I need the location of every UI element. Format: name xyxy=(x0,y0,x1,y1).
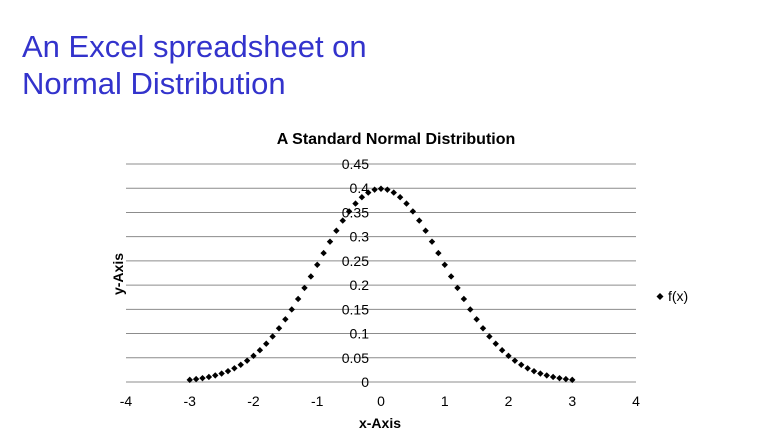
y-tick-label-7: 0.35 xyxy=(342,204,369,220)
data-point xyxy=(454,284,461,292)
data-point xyxy=(537,370,544,377)
data-point xyxy=(282,316,289,323)
data-point xyxy=(403,200,410,207)
data-point xyxy=(377,185,385,192)
data-point xyxy=(371,186,378,193)
data-point xyxy=(199,374,206,382)
data-point xyxy=(467,306,474,313)
data-point xyxy=(307,273,315,280)
data-point xyxy=(428,238,436,245)
data-point xyxy=(365,189,372,196)
data-point xyxy=(562,375,570,383)
data-point xyxy=(416,217,423,224)
data-point xyxy=(237,361,244,369)
data-point xyxy=(384,186,391,193)
x-tick-labels: -4 -3 -2 -1 0 1 2 3 4 xyxy=(120,393,640,409)
data-point xyxy=(326,238,334,245)
data-series-fx xyxy=(186,185,576,384)
data-point xyxy=(518,361,525,369)
data-point xyxy=(460,295,468,303)
x-tick-label-4: 0 xyxy=(377,393,385,409)
data-point xyxy=(492,340,499,347)
x-tick-label-1: -3 xyxy=(184,393,197,409)
data-point xyxy=(205,373,213,381)
legend-marker-fx xyxy=(656,293,664,300)
data-point xyxy=(530,367,538,375)
data-point xyxy=(256,347,264,354)
data-point xyxy=(250,352,257,360)
data-point xyxy=(224,367,232,375)
data-point xyxy=(263,340,270,347)
data-point xyxy=(320,249,327,257)
slide-title-line-1: An Excel spreadsheet on xyxy=(22,29,367,64)
y-tick-label-2: 0.1 xyxy=(350,326,370,342)
data-point xyxy=(294,295,302,303)
data-point xyxy=(314,261,321,268)
data-point xyxy=(486,333,493,340)
legend: f(x) xyxy=(656,288,688,304)
x-axis-title: x-Axis xyxy=(359,415,401,431)
y-tick-label-9: 0.45 xyxy=(342,156,369,172)
x-tick-label-8: 4 xyxy=(632,393,640,409)
data-point xyxy=(409,208,417,215)
data-point xyxy=(345,208,353,215)
data-point xyxy=(549,373,557,381)
slide-title-line-2: Normal Distribution xyxy=(22,66,286,101)
y-tick-label-8: 0.4 xyxy=(350,180,370,196)
data-point xyxy=(186,376,193,384)
data-point xyxy=(556,374,563,382)
y-tick-label-1: 0.05 xyxy=(342,350,369,366)
x-tick-label-2: -2 xyxy=(247,393,260,409)
chart-title: A Standard Normal Distribution xyxy=(277,131,516,148)
data-point xyxy=(473,316,480,323)
y-tick-labels: 0 0.05 0.1 0.15 0.2 0.25 0.3 0.35 0.4 0.45 xyxy=(342,156,369,390)
y-tick-label-0: 0 xyxy=(361,374,369,390)
data-point xyxy=(231,365,238,372)
data-point xyxy=(479,325,487,332)
x-tick-label-7: 3 xyxy=(568,393,576,409)
data-point xyxy=(192,375,200,383)
data-point xyxy=(352,200,359,207)
grid-lines xyxy=(126,163,636,383)
legend-label-fx: f(x) xyxy=(668,288,688,304)
y-tick-label-5: 0.25 xyxy=(342,253,369,269)
data-point xyxy=(333,227,340,234)
data-point xyxy=(543,372,550,379)
data-point xyxy=(275,325,283,332)
x-tick-label-3: -1 xyxy=(311,393,324,409)
data-point xyxy=(511,357,519,364)
x-tick-label-6: 2 xyxy=(505,393,513,409)
data-point xyxy=(441,261,448,268)
x-tick-label-0: -4 xyxy=(120,393,133,409)
slide-title: An Excel spreadsheet on Normal Distribut… xyxy=(22,28,542,102)
data-point xyxy=(269,333,276,340)
data-point xyxy=(447,273,455,280)
data-point xyxy=(218,370,225,377)
y-axis-title: y-Axis xyxy=(110,253,126,295)
x-tick-label-5: 1 xyxy=(441,393,449,409)
data-point xyxy=(243,357,251,364)
data-point xyxy=(301,284,308,292)
data-point xyxy=(212,372,219,379)
data-point xyxy=(498,347,506,354)
data-point xyxy=(524,365,531,372)
data-point xyxy=(422,227,429,234)
data-point xyxy=(435,249,442,257)
data-point xyxy=(569,376,576,384)
data-point xyxy=(396,194,404,201)
data-point xyxy=(505,352,512,360)
data-point xyxy=(339,217,346,224)
y-tick-label-3: 0.15 xyxy=(342,301,369,317)
data-point xyxy=(358,194,366,201)
data-point xyxy=(288,306,295,313)
y-tick-label-6: 0.3 xyxy=(350,229,370,245)
data-point xyxy=(390,189,397,196)
y-tick-label-4: 0.2 xyxy=(350,277,370,293)
